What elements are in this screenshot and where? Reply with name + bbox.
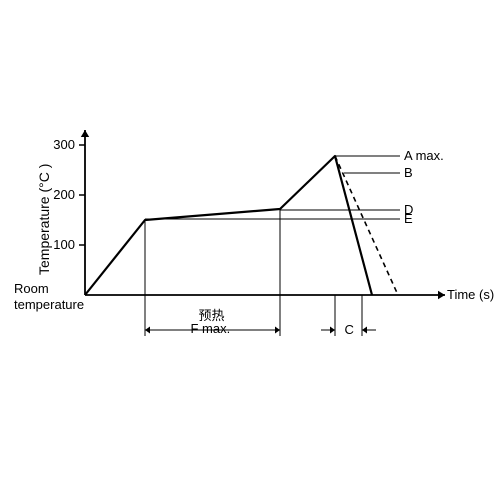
annotation-a-max: A max. [404,148,444,163]
reflow-profile-chart: 100 200 300 [0,0,500,500]
annotation-f-max: F max. [191,321,231,336]
room-temp-label-line2: temperature [14,297,84,312]
x-axis-label: Time (s) [447,287,494,302]
room-temp-label-line1: Room [14,281,49,296]
annotation-c: C [345,322,354,337]
y-tick-label: 100 [53,237,75,252]
y-tick-label: 300 [53,137,75,152]
y-axis-label: Temperature (°C ) [36,164,52,275]
annotation-b: B [404,165,413,180]
annotation-e: E [404,211,413,226]
y-tick-label: 200 [53,187,75,202]
